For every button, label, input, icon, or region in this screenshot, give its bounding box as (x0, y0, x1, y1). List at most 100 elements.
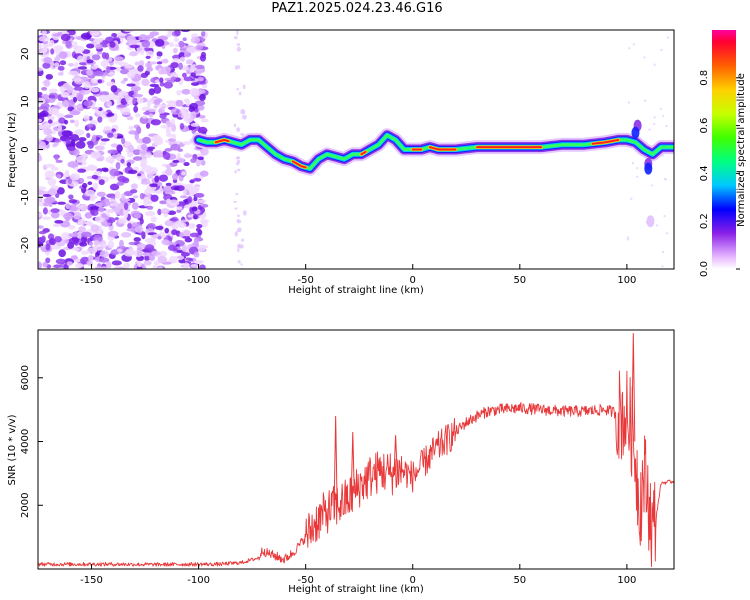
noise-speckle (41, 30, 47, 37)
noise-speckle (43, 79, 51, 87)
noise-speckle (86, 132, 91, 139)
noise-speckle (190, 36, 201, 44)
noise-speckle (75, 140, 86, 149)
snr-line-group (38, 333, 674, 568)
noise-speckle (149, 31, 160, 36)
noise-speckle (148, 88, 155, 96)
noise-speckle (55, 258, 67, 265)
noise-speckle (157, 255, 168, 264)
noise-speckle (146, 66, 154, 72)
noise-speckle (123, 191, 133, 197)
noise-speckle (43, 122, 54, 127)
noise-speckle (93, 170, 103, 176)
spectrogram-noise (38, 30, 670, 269)
noise-speckle (653, 116, 656, 119)
noise-speckle (237, 156, 240, 160)
noise-speckle (128, 144, 134, 153)
noise-speckle (143, 47, 154, 51)
noise-speckle (183, 76, 193, 82)
noise-speckle (190, 264, 199, 268)
noise-speckle (236, 30, 239, 36)
noise-speckle (194, 100, 206, 106)
noise-speckle (90, 209, 99, 216)
noise-speckle (167, 121, 172, 128)
noise-speckle (663, 214, 666, 218)
noise-speckle (149, 83, 159, 88)
noise-speckle (57, 72, 64, 76)
noise-speckle (200, 118, 209, 123)
noise-speckle (146, 99, 151, 108)
noise-speckle (106, 65, 111, 74)
ridge-core (428, 146, 457, 151)
noise-speckle (237, 229, 241, 232)
snr-x-tick-label: -150 (80, 575, 103, 586)
noise-speckle (107, 240, 115, 249)
noise-speckle (193, 240, 199, 248)
noise-speckle (98, 179, 105, 186)
noise-speckle (181, 141, 192, 145)
noise-speckle (47, 178, 57, 186)
noise-speckle (38, 67, 43, 72)
noise-speckle (635, 166, 639, 170)
noise-speckle (72, 41, 78, 50)
noise-speckle (61, 130, 73, 137)
spectrogram-y-tick-label: -20 (20, 237, 31, 253)
noise-speckle (106, 112, 115, 117)
noise-speckle (236, 88, 240, 91)
noise-speckle (93, 38, 103, 44)
noise-speckle (156, 51, 163, 57)
noise-speckle (56, 187, 65, 195)
noise-speckle (190, 111, 197, 120)
noise-speckle (42, 62, 51, 69)
noise-speckle (196, 223, 203, 229)
noise-speckle (154, 175, 160, 183)
noise-speckle (154, 150, 163, 158)
noise-speckle (174, 43, 180, 48)
noise-speckle (175, 109, 180, 114)
noise-speckle (79, 241, 88, 247)
noise-speckle (54, 139, 62, 143)
noise-speckle (176, 208, 182, 213)
noise-speckle (44, 170, 55, 179)
noise-speckle (131, 222, 139, 228)
noise-speckle (193, 196, 198, 202)
noise-speckle (153, 99, 161, 106)
noise-speckle (123, 262, 130, 269)
noise-speckle (38, 230, 47, 235)
noise-speckle (144, 62, 153, 69)
noise-speckle (38, 112, 47, 117)
snr-x-tick-label: -100 (187, 575, 210, 586)
noise-speckle (175, 99, 184, 107)
noise-speckle (99, 200, 111, 207)
noise-speckle (191, 206, 198, 212)
noise-speckle (94, 145, 105, 151)
noise-speckle (194, 45, 203, 51)
noise-speckle (159, 200, 168, 205)
noise-speckle (152, 264, 158, 269)
noise-speckle (123, 77, 128, 82)
noise-speckle (69, 173, 81, 181)
noise-speckle (106, 209, 114, 213)
noise-speckle (101, 213, 107, 219)
noise-speckle (54, 154, 59, 161)
noise-speckle (142, 252, 153, 257)
noise-speckle (161, 239, 170, 245)
noise-speckle (191, 82, 200, 86)
noise-speckle (78, 226, 86, 233)
noise-speckle (148, 254, 155, 262)
noise-speckle (58, 51, 68, 59)
noise-speckle (181, 245, 187, 252)
noise-speckle (75, 204, 84, 208)
noise-speckle (158, 174, 169, 182)
noise-speckle (172, 47, 178, 54)
spectrogram-y-label: Frequency (Hz) (7, 112, 18, 188)
noise-speckle (140, 72, 148, 79)
snr-frame (37, 329, 675, 570)
ridge-core (214, 138, 230, 144)
noise-speckle (165, 164, 172, 169)
noise-speckle (186, 46, 197, 54)
noise-speckle (100, 138, 110, 142)
noise-speckle (98, 257, 110, 263)
noise-speckle (38, 212, 43, 217)
